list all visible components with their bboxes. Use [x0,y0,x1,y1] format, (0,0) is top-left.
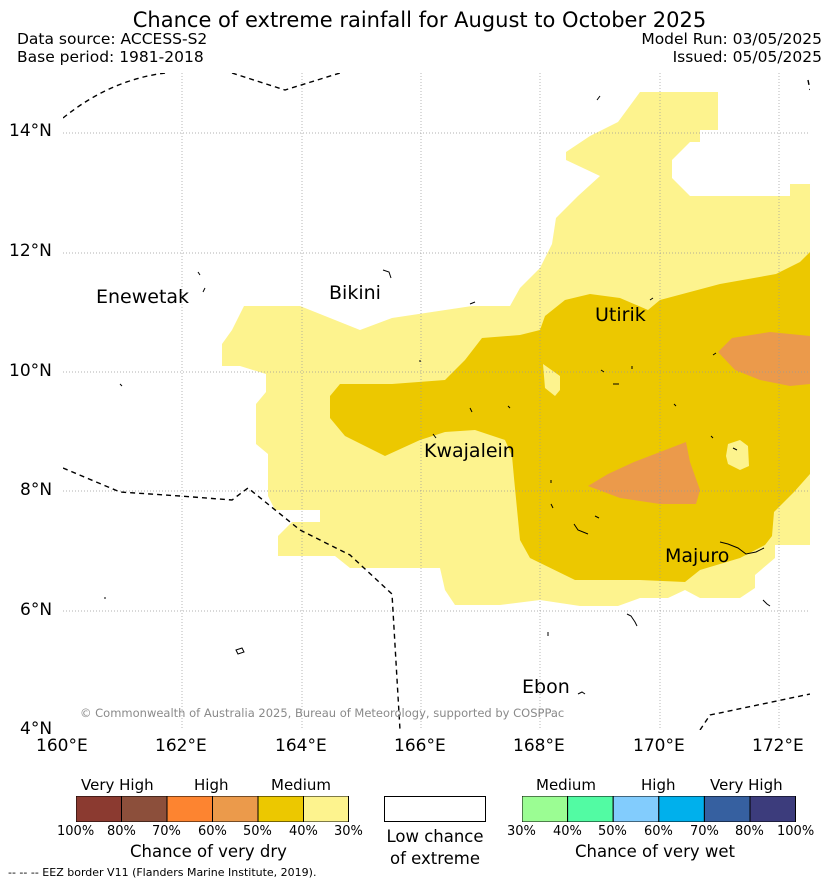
legend-dry-tick-50: 50% [243,824,272,839]
legend-wet-colorbar [522,796,796,822]
lon-label-160e: 160°E [36,736,88,756]
eez-border-note: -- -- -- EEZ border V11 (Flanders Marine… [8,866,317,879]
legend-wet-tick-100: 100% [777,824,815,839]
legend-dry-tick-40: 40% [289,824,318,839]
place-utirik: Utirik [595,304,646,326]
legend-wet-tick-50: 50% [598,824,627,839]
place-enewetak: Enewetak [96,286,190,308]
lon-label-170e: 170°E [633,736,685,756]
legend-dry-swatch-3 [166,796,213,822]
legend-dry-title: Chance of very dry [130,842,287,861]
very-dry-60-region-south [588,442,700,504]
legend-dry-tick-80: 80% [107,824,136,839]
atolls [104,95,771,695]
place-majuro: Majuro [665,545,730,567]
legend-dry-swatch-6 [303,796,349,822]
lat-label-4n: 4°N [20,719,53,739]
legend-dry-medium: Medium [271,776,331,794]
legend-dry-swatch-1 [76,796,122,822]
legend-dry-colorbar [76,796,349,822]
legend-wet-swatch-3 [612,796,660,822]
legend-wet-title: Chance of very wet [575,842,735,861]
legend-wet-tick-70: 70% [690,824,719,839]
base-period: Base period: 1981-2018 [17,48,204,66]
lat-label-10n: 10°N [9,361,52,381]
lon-label-172e: 172°E [752,736,804,756]
model-run: Model Run: 03/05/2025 [641,30,822,48]
legend-dry-swatch-2 [121,796,168,822]
legend-dry-swatch-4 [212,796,259,822]
legend-dry-tick-100: 100% [57,824,95,839]
place-bikini: Bikini [329,282,381,304]
place-ebon: Ebon [522,676,570,698]
map-title: Chance of extreme rainfall for August to… [132,8,707,32]
legend-wet-swatch-4 [658,796,705,822]
lat-label-6n: 6°N [20,600,53,620]
legend-dry-tick-30: 30% [334,824,363,839]
legend-wet-high: High [641,776,676,794]
legend-dry-swatch-5 [257,796,304,822]
legend-low-chance-line2: of extreme [389,849,481,868]
legend-wet-tick-60: 60% [644,824,673,839]
legend-dry-high: High [194,776,229,794]
lon-label-168e: 168°E [513,736,565,756]
legend-wet-tick-80: 80% [735,824,764,839]
legend-dry-tick-60: 60% [198,824,227,839]
legend-wet-tick-40: 40% [553,824,582,839]
legend-dry-tick-70: 70% [152,824,181,839]
lon-label-164e: 164°E [275,736,327,756]
legend-wet-tick-30: 30% [507,824,536,839]
legend-wet-swatch-5 [703,796,751,822]
legend-low-chance-line1: Low chance [386,827,484,846]
lat-label-8n: 8°N [20,480,53,500]
lon-label-166e: 166°E [394,736,446,756]
issued-date: Issued: 05/05/2025 [672,48,822,66]
legend-wet-very-high: Very High [710,776,783,794]
data-source: Data source: ACCESS-S2 [17,30,208,48]
very-dry-60-region-north [718,332,810,386]
legend-dry-very-high: Very High [81,776,154,794]
place-kwajalein: Kwajalein [424,440,515,462]
legend-wet-medium: Medium [536,776,596,794]
lat-label-14n: 14°N [9,121,52,141]
copyright-notice: © Commonwealth of Australia 2025, Bureau… [80,706,565,720]
lon-label-162e: 162°E [155,736,207,756]
lat-label-12n: 12°N [9,241,52,261]
legend-low-chance-swatch [384,796,486,822]
eez-border [63,73,810,730]
legend-wet-swatch-1 [522,796,569,822]
legend-wet-swatch-2 [567,796,614,822]
legend-wet-swatch-6 [749,796,796,822]
